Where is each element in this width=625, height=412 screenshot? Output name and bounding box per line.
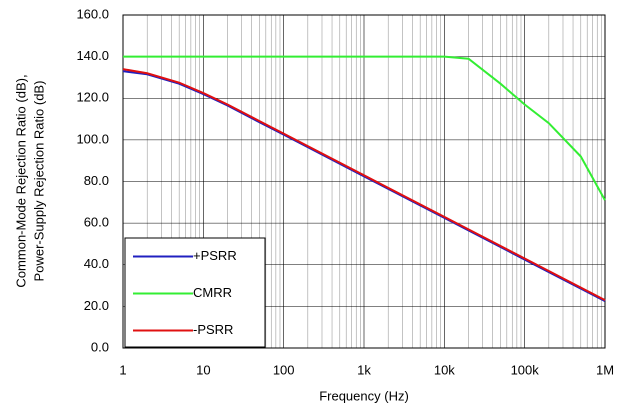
x-axis-label: Frequency (Hz) [319,388,409,403]
y-tick-label: 0.0 [91,339,109,354]
x-tick-label: 100k [511,362,540,377]
y-axis-label: Common-Mode Rejection Ratio (dB), [13,74,28,287]
y-tick-label: 120.0 [76,90,109,105]
x-tick-label: 10 [196,362,210,377]
legend-label: -PSRR [193,322,233,337]
series-line [123,55,606,201]
x-tick-label: 100 [273,362,295,377]
x-tick-label: 10k [434,362,455,377]
y-tick-label: 20.0 [84,298,109,313]
legend-label: CMRR [193,285,232,300]
y-tick-label: 40.0 [84,256,109,271]
plot-frame [122,14,606,349]
x-tick-label: 1 [119,362,126,377]
y-tick-label: 140.0 [76,48,109,63]
series-line [122,68,606,302]
y-tick-label: 100.0 [76,131,109,146]
y-tick-label: 160.0 [76,6,109,21]
y-tick-label: 60.0 [84,215,109,230]
y-tick-label: 80.0 [84,173,109,188]
x-tick-label: 1M [596,362,614,377]
y-axis-label: Power-Supply Rejection Ratio (dB) [31,81,46,282]
legend-label: +PSRR [193,248,237,263]
x-tick-label: 1k [357,362,371,377]
